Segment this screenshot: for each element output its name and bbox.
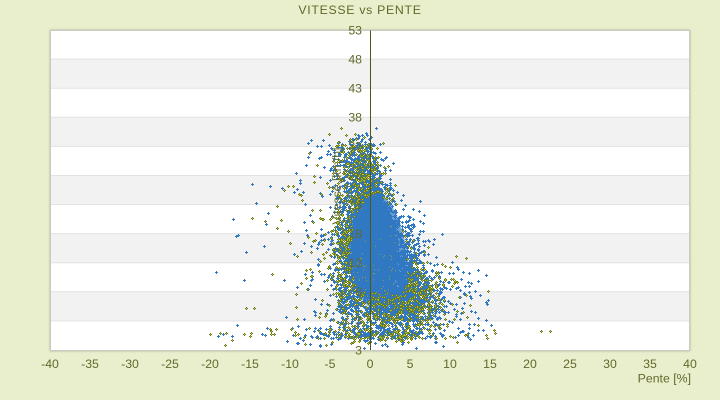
svg-text:3: 3 [355,343,362,357]
svg-text:48: 48 [348,52,362,66]
svg-text:Pente [%]: Pente [%] [638,372,691,386]
svg-text:VITESSE vs PENTE: VITESSE vs PENTE [298,3,421,17]
svg-text:35: 35 [643,357,657,371]
svg-text:-25: -25 [161,357,179,371]
svg-text:40: 40 [683,357,697,371]
svg-text:-20: -20 [201,357,219,371]
svg-text:5: 5 [407,357,414,371]
svg-text:38: 38 [348,111,362,125]
svg-text:13: 13 [348,256,362,270]
svg-text:-15: -15 [241,357,259,371]
svg-text:25: 25 [563,357,577,371]
svg-text:43: 43 [348,82,362,96]
svg-text:-40: -40 [41,357,59,371]
svg-text:53: 53 [348,23,362,37]
svg-text:Vitesse [km/h]: Vitesse [km/h] [330,148,344,225]
svg-text:-10: -10 [281,357,299,371]
svg-text:15: 15 [483,357,497,371]
svg-text:-35: -35 [81,357,99,371]
svg-text:3: 3 [355,314,362,328]
svg-text:20: 20 [523,357,537,371]
svg-text:-30: -30 [121,357,139,371]
svg-text:8: 8 [355,285,362,299]
svg-text:30: 30 [603,357,617,371]
svg-text:10: 10 [443,357,457,371]
svg-text:-5: -5 [325,357,336,371]
svg-text:0: 0 [367,357,374,371]
